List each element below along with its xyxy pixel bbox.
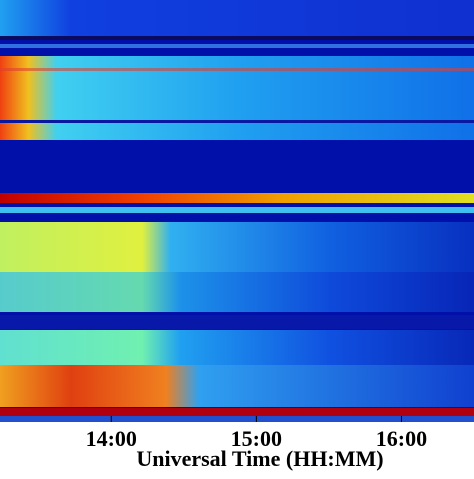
x-tick-label: 16:00	[376, 426, 427, 451]
x-tick-label: 15:00	[231, 426, 282, 451]
x-axis-label: Universal Time (HH:MM)	[136, 446, 383, 471]
spectrogram-image	[0, 0, 474, 422]
x-tick-label: 14:00	[86, 426, 137, 451]
